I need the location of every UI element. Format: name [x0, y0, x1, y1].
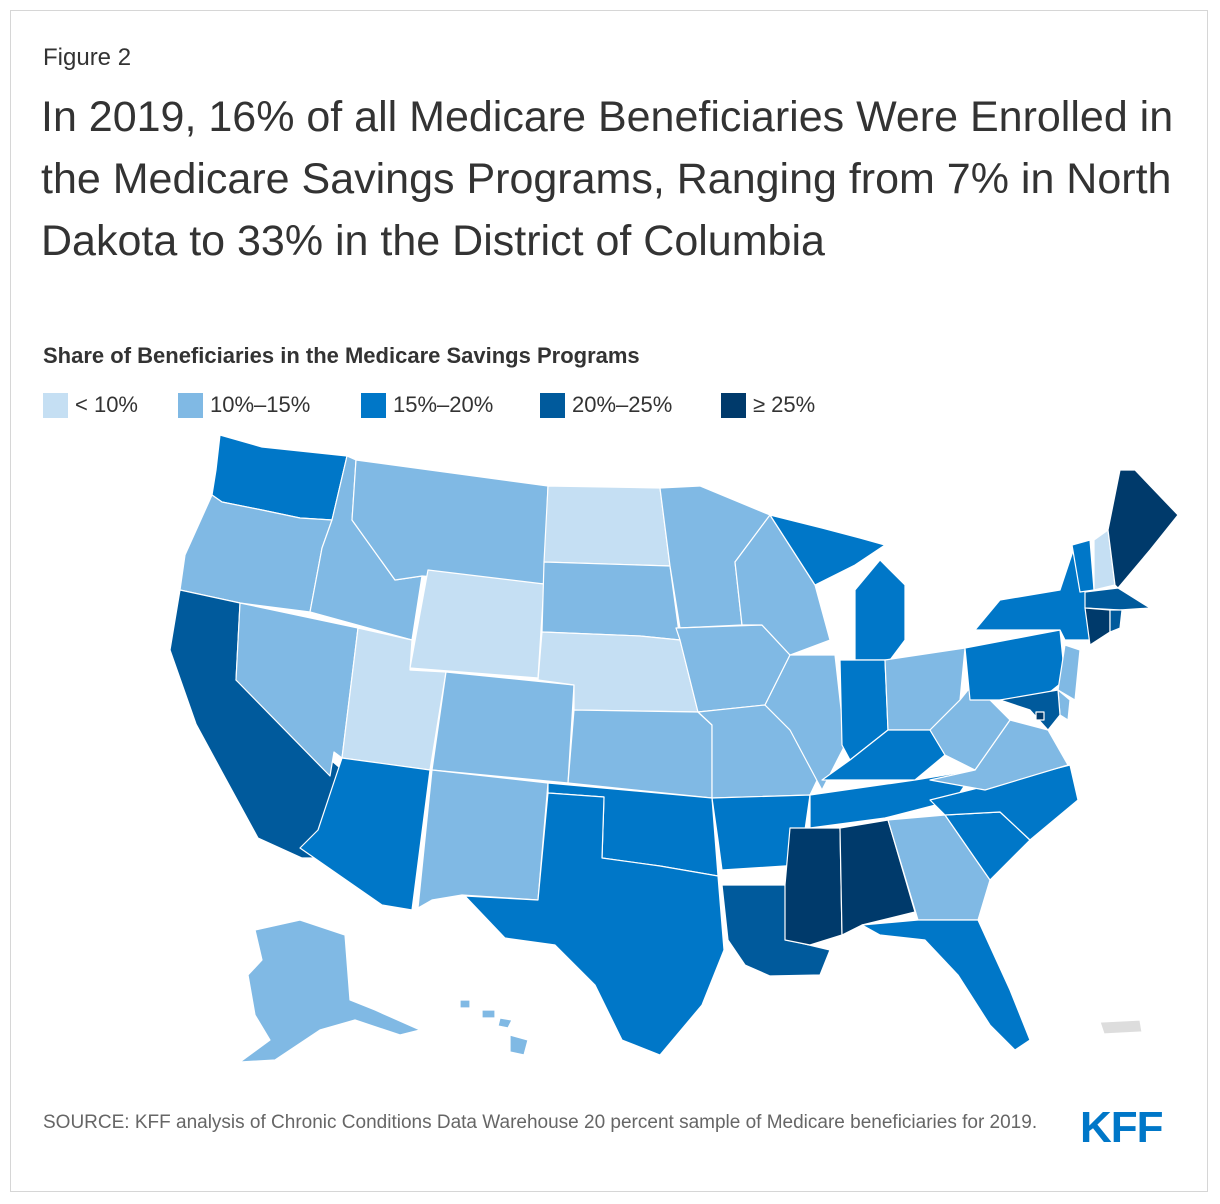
legend-label: < 10%: [75, 392, 138, 417]
legend-label: 20%–25%: [572, 392, 673, 417]
state-RI: [1109, 609, 1123, 633]
legend-label: 10%–15%: [210, 392, 311, 417]
legend-label: 15%–20%: [393, 392, 494, 417]
legend-swatch: [361, 393, 386, 418]
state-SD: [541, 561, 681, 641]
state-FL: [861, 919, 1031, 1051]
state-IL: [764, 654, 846, 791]
legend-swatch: [721, 393, 746, 418]
state-MD: [999, 689, 1061, 731]
legend-swatch: [540, 393, 565, 418]
state-PA: [964, 629, 1066, 701]
legend-label: ≥ 25%: [753, 392, 816, 417]
state-MS: [784, 827, 843, 946]
state-AR: [711, 794, 811, 871]
state-NM: [417, 769, 549, 909]
state-AK: [239, 919, 421, 1063]
state-WY: [409, 569, 545, 679]
state-GA: [887, 814, 991, 921]
us-state-map: [169, 434, 1179, 1063]
state-MA: [1084, 587, 1151, 611]
state-NY: [974, 544, 1091, 641]
state-TX: [464, 792, 725, 1056]
state-NJ: [1057, 644, 1081, 701]
state-ME: [1107, 469, 1179, 589]
state-ND: [543, 485, 671, 567]
legend-title: Share of Beneficiaries in the Medicare S…: [43, 343, 640, 368]
state-AZ: [299, 757, 431, 911]
state-NC: [929, 764, 1079, 841]
legend-swatch: [43, 393, 68, 418]
chart-title: In 2019, 16% of all Medicare Beneficiari…: [41, 93, 1174, 265]
state-KS: [567, 709, 713, 799]
legend-swatch: [178, 393, 203, 418]
state-HI: [459, 999, 529, 1056]
kff-logo: KFF: [1080, 1103, 1164, 1152]
territory-PR: [1099, 1019, 1143, 1035]
figure-label: Figure 2: [43, 44, 132, 71]
source-note: SOURCE: KFF analysis of Chronic Conditio…: [43, 1112, 1038, 1133]
state-CT: [1084, 607, 1111, 646]
state-DC: [1035, 711, 1045, 721]
state-CO: [431, 671, 575, 784]
